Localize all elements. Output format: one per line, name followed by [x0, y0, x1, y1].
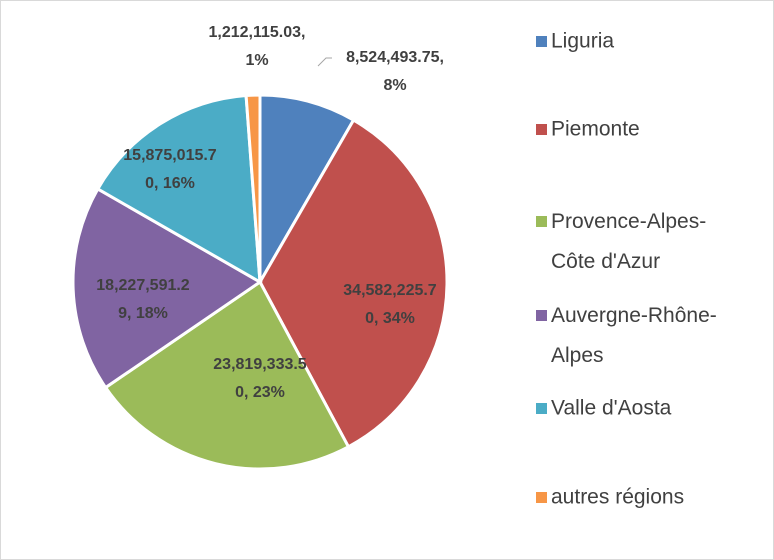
leader-line [317, 57, 332, 67]
data-label: 34,582,225.7 [343, 282, 437, 299]
data-label: 8,524,493.75, [346, 49, 444, 66]
data-label: 23,819,333.5 [213, 356, 307, 373]
data-label: 0, 34% [365, 310, 415, 327]
pie-slice [258, 93, 356, 288]
data-label: 9, 18% [118, 305, 168, 322]
data-label: 15,875,015.7 [123, 147, 217, 164]
data-label: 1,212,115.03, [209, 24, 306, 41]
pie-slice [103, 279, 351, 471]
legend-swatch [536, 403, 547, 414]
pie-slice [95, 93, 262, 285]
data-label: 0, 23% [235, 384, 285, 401]
legend-label: Provence-Alpes-Côte d'Azur [551, 210, 706, 273]
legend-label: autres régions [551, 486, 684, 509]
pie-slice [258, 118, 449, 449]
legend-label: Auvergne-Rhône-Alpes [551, 304, 717, 367]
legend-label: Valle d'Aosta [551, 397, 672, 420]
legend-label: Liguria [551, 30, 614, 53]
legend-swatch [536, 36, 547, 47]
legend-swatch [536, 124, 547, 135]
data-label: 0, 16% [145, 175, 195, 192]
data-label: 8% [383, 77, 406, 94]
legend-swatch [536, 492, 547, 503]
data-label: 1% [245, 52, 268, 69]
legend-swatch [536, 310, 547, 321]
legend-label: Piemonte [551, 118, 640, 141]
pie-slice [244, 93, 262, 283]
data-label: 18,227,591.2 [96, 277, 190, 294]
legend-swatch [536, 216, 547, 227]
pie-slice [71, 186, 263, 390]
